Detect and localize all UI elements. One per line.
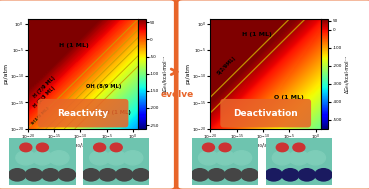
Circle shape bbox=[8, 169, 26, 181]
Circle shape bbox=[42, 169, 59, 181]
Text: O (1 ML): O (1 ML) bbox=[273, 95, 303, 100]
Circle shape bbox=[203, 143, 214, 152]
Text: H (1 ML): H (1 ML) bbox=[59, 43, 89, 47]
Text: OH (1 ML): OH (1 ML) bbox=[101, 110, 131, 115]
Circle shape bbox=[16, 151, 36, 165]
Circle shape bbox=[82, 169, 100, 181]
Circle shape bbox=[58, 169, 76, 181]
Circle shape bbox=[315, 169, 332, 181]
Y-axis label: ΔGₜₜₜ/kcal·mol⁻¹: ΔGₜₜₜ/kcal·mol⁻¹ bbox=[345, 55, 350, 93]
X-axis label: p₂₀/atm: p₂₀/atm bbox=[254, 143, 277, 148]
Circle shape bbox=[132, 169, 149, 181]
Circle shape bbox=[199, 151, 218, 165]
Circle shape bbox=[110, 143, 122, 152]
Circle shape bbox=[49, 151, 69, 165]
Circle shape bbox=[208, 169, 225, 181]
Circle shape bbox=[289, 151, 309, 165]
Text: H (2/3 ML): H (2/3 ML) bbox=[33, 85, 56, 109]
Circle shape bbox=[215, 151, 235, 165]
Circle shape bbox=[232, 151, 252, 165]
Circle shape bbox=[293, 143, 305, 152]
Circle shape bbox=[99, 169, 116, 181]
Circle shape bbox=[90, 151, 110, 165]
Circle shape bbox=[123, 151, 143, 165]
Circle shape bbox=[20, 143, 32, 152]
Circle shape bbox=[37, 143, 48, 152]
Y-axis label: p₂/atm: p₂/atm bbox=[186, 63, 191, 84]
Text: H (7/9 ML): H (7/9 ML) bbox=[33, 75, 57, 99]
Text: S(1/3 ML): S(1/3 ML) bbox=[30, 106, 50, 125]
Circle shape bbox=[306, 151, 325, 165]
Y-axis label: p₂/atm: p₂/atm bbox=[3, 63, 8, 84]
Circle shape bbox=[224, 169, 242, 181]
FancyBboxPatch shape bbox=[38, 99, 128, 127]
Text: evolve: evolve bbox=[161, 90, 194, 99]
Y-axis label: ΔGₜₜₜ/kcal·mol⁻¹: ΔGₜₜₜ/kcal·mol⁻¹ bbox=[162, 55, 167, 93]
Circle shape bbox=[298, 169, 315, 181]
Circle shape bbox=[272, 151, 292, 165]
Text: H (1 ML): H (1 ML) bbox=[242, 32, 272, 37]
Text: Reactivity: Reactivity bbox=[58, 109, 108, 118]
Circle shape bbox=[115, 169, 133, 181]
Circle shape bbox=[32, 151, 52, 165]
Text: S(2/9ML): S(2/9ML) bbox=[215, 55, 237, 76]
FancyBboxPatch shape bbox=[220, 99, 311, 127]
Circle shape bbox=[219, 143, 231, 152]
Circle shape bbox=[25, 169, 42, 181]
Circle shape bbox=[276, 143, 288, 152]
Text: OH (8/9 ML): OH (8/9 ML) bbox=[86, 84, 121, 89]
Circle shape bbox=[106, 151, 126, 165]
Circle shape bbox=[282, 169, 299, 181]
X-axis label: p₂₀/atm: p₂₀/atm bbox=[71, 143, 95, 148]
Circle shape bbox=[94, 143, 106, 152]
Circle shape bbox=[241, 169, 258, 181]
Text: Deactivation: Deactivation bbox=[233, 109, 298, 118]
Circle shape bbox=[265, 169, 282, 181]
Circle shape bbox=[191, 169, 208, 181]
